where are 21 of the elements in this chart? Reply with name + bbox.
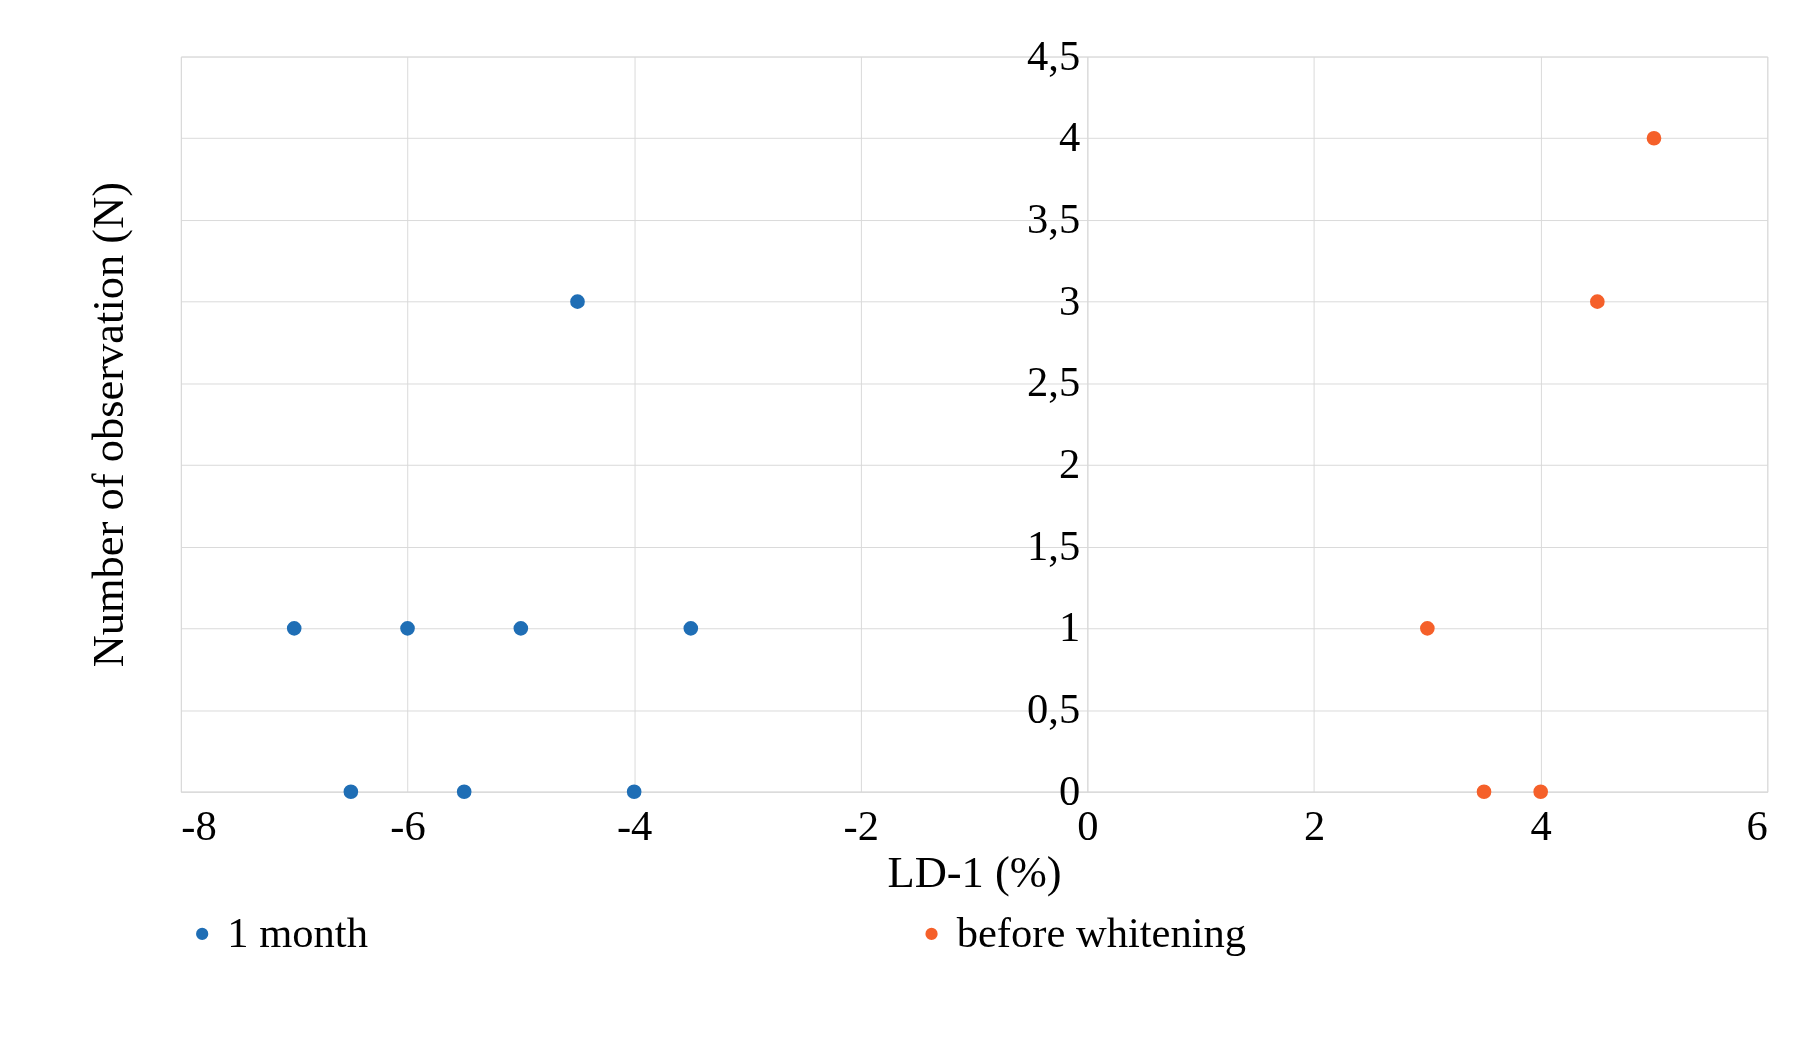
x-tick-label: -2 — [843, 801, 879, 849]
legend-label: 1 month — [227, 908, 368, 956]
x-tick-label: 2 — [1303, 801, 1326, 849]
x-tick-label: 4 — [1530, 801, 1552, 849]
y-tick-label: 0 — [1058, 766, 1081, 814]
y-tick-label: 1,5 — [1026, 521, 1081, 569]
y-tick-label: 0,5 — [1026, 685, 1081, 733]
y-tick-label: 4 — [1058, 113, 1081, 161]
y-tick-label: 2,5 — [1026, 358, 1081, 406]
legend-label: before whitening — [956, 908, 1247, 956]
x-tick-label: -6 — [390, 801, 426, 849]
y-tick-label: 1 — [1058, 603, 1081, 651]
x-tick-label: 6 — [1746, 801, 1768, 849]
y-tick-label: 4,5 — [1026, 31, 1081, 79]
y-tick-label: 3 — [1058, 276, 1081, 324]
y-axis-title: Number of observation (N) — [83, 181, 134, 668]
x-axis-title: LD-1 (%) — [887, 847, 1062, 898]
y-tick-label: 3,5 — [1026, 195, 1081, 242]
x-tick-label: -8 — [181, 801, 217, 849]
y-tick-label: 2 — [1058, 440, 1081, 488]
x-tick-label: -4 — [616, 801, 653, 849]
